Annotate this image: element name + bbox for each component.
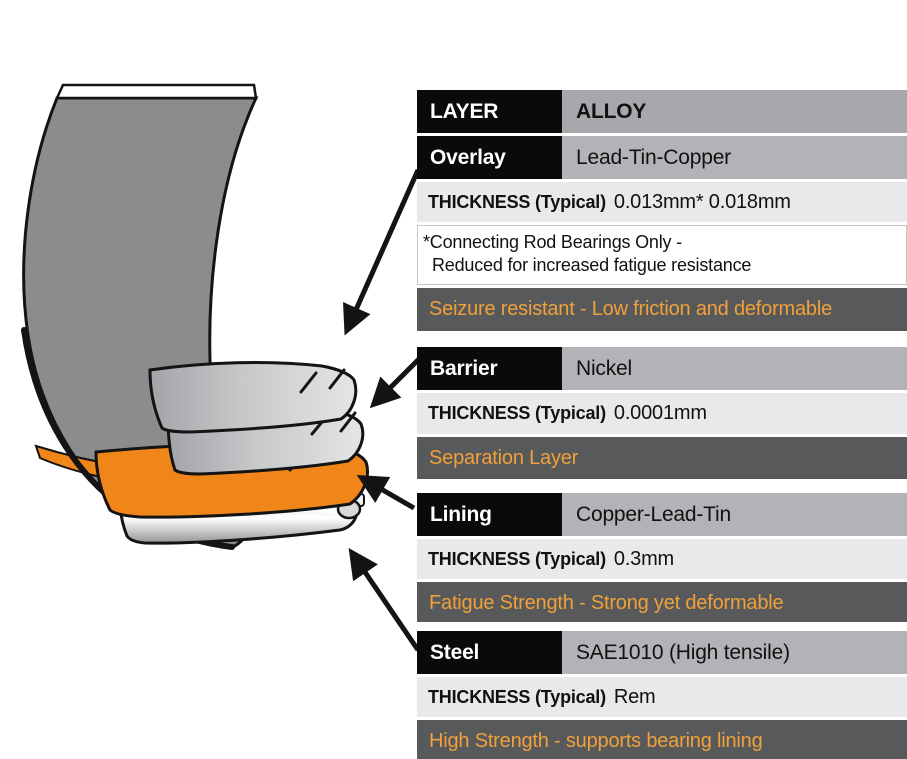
- lining-arrow-icon: [356, 475, 416, 511]
- steel-property-row: High Strength - supports bearing lining: [417, 719, 907, 759]
- barrier-thickness-row: THICKNESS (Typical) 0.0001mm: [417, 392, 907, 434]
- steel-layer-name: Steel: [417, 630, 562, 674]
- overlay-thickness-row: THICKNESS (Typical) 0.013mm* 0.018mm: [417, 182, 907, 222]
- overlay-alloy-value: Lead-Tin-Copper: [562, 136, 907, 179]
- barrier-property-row: Separation Layer: [417, 436, 907, 479]
- thickness-value: 0.013mm* 0.018mm: [613, 191, 791, 213]
- overlay-layer-name: Overlay: [417, 136, 562, 179]
- barrier-alloy-value: Nickel: [562, 346, 907, 390]
- lining-property-row: Fatigue Strength - Strong yet deformable: [417, 581, 907, 622]
- thickness-label: THICKNESS (Typical): [428, 402, 606, 423]
- footnote-line-2: Reduced for increased fatigue resistance: [432, 255, 752, 276]
- overlay-footnote: *Connecting Rod Bearings Only - Reduced …: [417, 225, 907, 285]
- table-header-row: LAYER ALLOY: [417, 90, 907, 133]
- steel-arrow-icon: [348, 548, 421, 652]
- header-layer: LAYER: [417, 90, 562, 133]
- thickness-value: 0.0001mm: [613, 401, 707, 424]
- footnote-line-1: *Connecting Rod Bearings Only -: [423, 232, 682, 252]
- thickness-label: THICKNESS (Typical): [428, 686, 606, 707]
- thickness-label: THICKNESS (Typical): [428, 548, 606, 569]
- lining-alloy-value: Copper-Lead-Tin: [562, 492, 907, 536]
- lining-thickness-row: THICKNESS (Typical) 0.3mm: [417, 538, 907, 579]
- overlay-name-row: Overlay Lead-Tin-Copper: [417, 136, 907, 179]
- thickness-value: Rem: [613, 685, 656, 708]
- layer-spec-table: LAYER ALLOY Overlay Lead-Tin-Copper THIC…: [417, 90, 907, 759]
- barrier-layer-name: Barrier: [417, 346, 562, 390]
- overlay-arrow-icon: [343, 168, 421, 336]
- barrier-arrow-icon: [369, 357, 421, 409]
- header-alloy: ALLOY: [562, 90, 907, 133]
- lining-name-row: Lining Copper-Lead-Tin: [417, 492, 907, 536]
- thickness-label: THICKNESS (Typical): [428, 192, 606, 212]
- overlay-property-row: Seizure resistant - Low friction and def…: [417, 287, 907, 331]
- barrier-name-row: Barrier Nickel: [417, 346, 907, 390]
- lining-layer-name: Lining: [417, 492, 562, 536]
- steel-alloy-value: SAE1010 (High tensile): [562, 630, 907, 674]
- steel-thickness-row: THICKNESS (Typical) Rem: [417, 676, 907, 717]
- steel-name-row: Steel SAE1010 (High tensile): [417, 630, 907, 674]
- overlay-layer-graphic: [148, 361, 358, 434]
- thickness-value: 0.3mm: [613, 547, 675, 570]
